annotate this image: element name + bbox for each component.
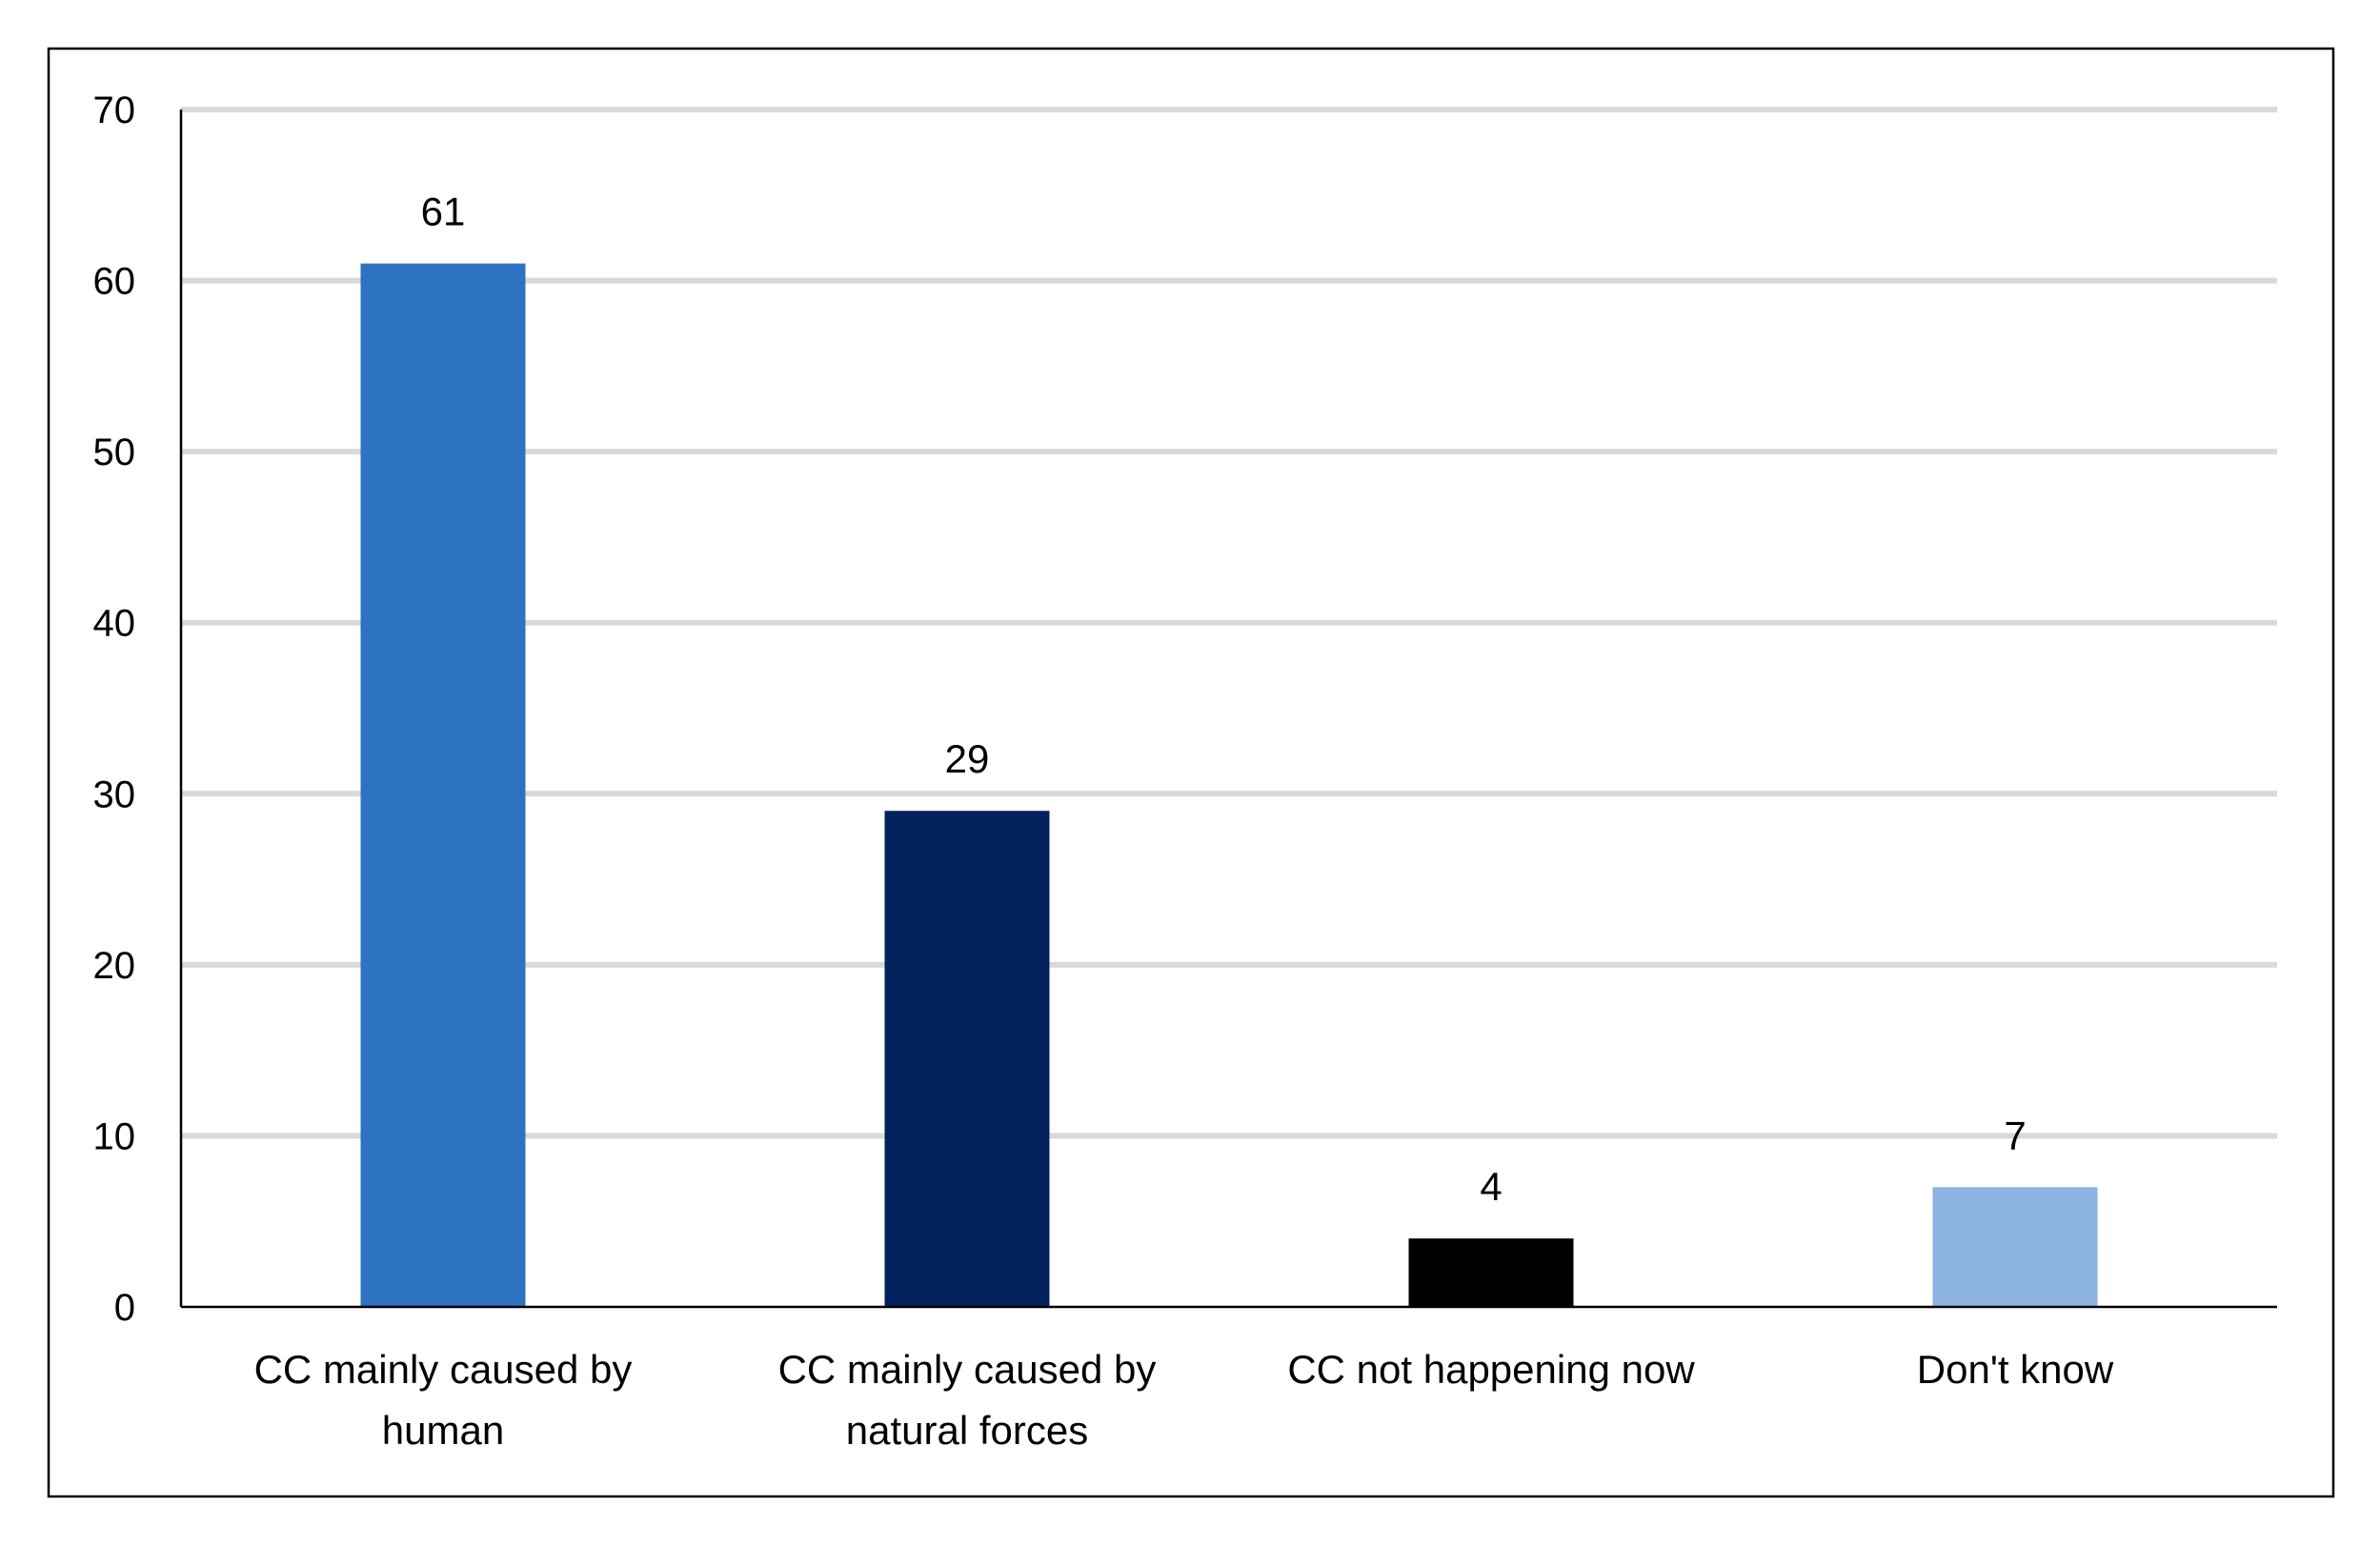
x-category-label: Don't know <box>1917 1347 2114 1392</box>
x-category-label-line: human <box>382 1408 504 1453</box>
x-category-label-line: CC not happening now <box>1287 1347 1695 1392</box>
y-tick-label: 0 <box>114 1287 135 1329</box>
y-tick-label: 10 <box>93 1115 136 1157</box>
bar <box>884 811 1050 1307</box>
x-category-label-line: CC mainly caused by <box>254 1347 633 1392</box>
bar <box>1408 1238 1574 1307</box>
x-category-label-line: Don't know <box>1917 1347 2114 1392</box>
y-tick-label: 30 <box>93 773 136 815</box>
data-label: 29 <box>945 736 990 781</box>
x-category-label-line: CC mainly caused by <box>778 1347 1157 1392</box>
bar <box>360 263 526 1308</box>
data-label: 7 <box>2004 1113 2026 1157</box>
y-tick-label: 60 <box>93 261 136 303</box>
bar <box>1932 1187 2098 1307</box>
y-axis-ticks: 0 10 20 30 40 50 60 70 <box>93 90 136 1329</box>
x-category-label-line: natural forces <box>846 1408 1088 1453</box>
y-tick-label: 50 <box>93 432 136 473</box>
y-tick-label: 20 <box>93 945 136 987</box>
gridlines <box>181 107 2277 1139</box>
y-tick-label: 40 <box>93 603 136 645</box>
data-label: 4 <box>1480 1164 1502 1209</box>
data-labels: 61 29 4 7 <box>421 190 2027 1210</box>
y-tick-label: 70 <box>93 90 136 131</box>
x-category-label: CC mainly caused by human <box>254 1347 633 1453</box>
x-category-label: CC mainly caused by natural forces <box>778 1347 1157 1453</box>
x-category-label: CC not happening now <box>1287 1347 1695 1392</box>
bars <box>360 263 2098 1308</box>
data-label: 61 <box>421 190 466 234</box>
